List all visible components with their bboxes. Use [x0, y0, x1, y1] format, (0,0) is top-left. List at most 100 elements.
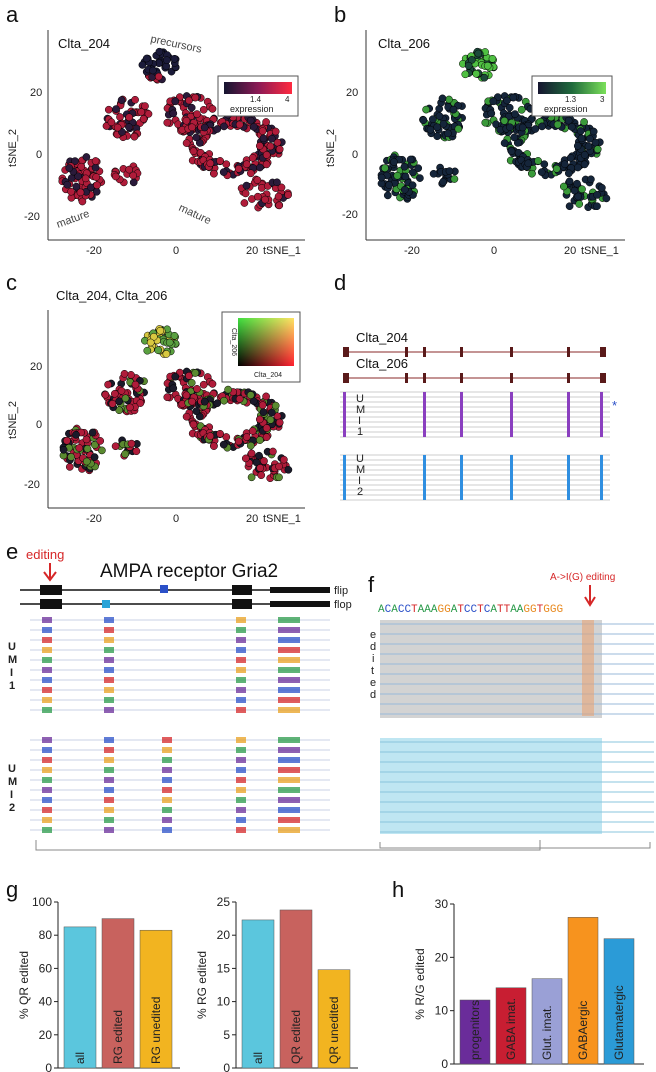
- scatter-point: [262, 160, 271, 169]
- scatter-point: [210, 169, 218, 178]
- scatter-point: [188, 397, 196, 406]
- y-axis-label: % RG edited: [195, 951, 209, 1019]
- sequence-base: G: [444, 604, 451, 616]
- read-block: [236, 697, 246, 703]
- panel-c-xlabel: tSNE_1: [263, 513, 301, 525]
- y-axis-label: % R/G edited: [413, 948, 427, 1019]
- scatter-point: [163, 118, 172, 127]
- scatter-point: [577, 134, 586, 143]
- scatter-point: [240, 199, 249, 207]
- panel-b-ylabel: tSNE_2: [325, 129, 337, 167]
- y-tick-label: 20: [435, 950, 449, 964]
- scatter-point: [390, 158, 398, 166]
- exon-box: [343, 347, 349, 357]
- scatter-point: [565, 202, 574, 211]
- scatter-point: [509, 93, 518, 102]
- edited-reads-bg: [380, 620, 602, 718]
- read-block: [104, 737, 114, 743]
- scatter-point: [242, 160, 251, 169]
- read-block: [278, 647, 300, 653]
- read-block: [278, 767, 300, 773]
- flop-exon: [102, 600, 110, 608]
- scatter-point: [154, 346, 163, 355]
- scatter-point: [259, 134, 268, 143]
- bar-category-label: Glut. imat.: [540, 1005, 554, 1060]
- read-block: [236, 747, 246, 753]
- scatter-point: [137, 108, 146, 116]
- scatter-point: [235, 120, 244, 129]
- y-tick-label: 40: [39, 995, 53, 1009]
- scatter-point: [78, 197, 87, 206]
- scatter-point: [255, 142, 264, 150]
- sequence-base: T: [504, 604, 511, 616]
- read-block: [278, 757, 300, 763]
- panel-f-edited-i: i: [372, 653, 374, 665]
- scatter-point: [280, 455, 288, 464]
- scatter-point: [552, 164, 561, 173]
- panel-b-xtick-20: 20: [564, 245, 576, 257]
- read-block: [236, 707, 246, 713]
- panel-letter-g: g: [6, 877, 18, 902]
- read-block: [236, 637, 246, 643]
- read-block: [42, 767, 52, 773]
- read-block: [104, 757, 114, 763]
- panel-e-umi1-I: I: [10, 667, 13, 679]
- panel-b-ytick-0: 0: [352, 149, 358, 161]
- scatter-point: [117, 386, 126, 395]
- panel-f-edited-d2: d: [370, 689, 376, 701]
- scatter-point: [575, 200, 584, 208]
- scatter-point: [589, 127, 598, 136]
- scatter-point: [126, 403, 134, 412]
- scatter-point: [483, 61, 492, 70]
- bar: [241, 919, 275, 1069]
- read-block: [42, 787, 52, 793]
- scatter-point: [248, 427, 257, 435]
- scatter-point: [63, 180, 72, 189]
- scatter-point: [429, 169, 438, 178]
- scatter-point: [104, 105, 113, 114]
- sequence-base: A: [378, 604, 385, 616]
- sequence-base: A: [451, 604, 458, 616]
- bar-category-label: all: [73, 1052, 87, 1064]
- y-tick-label: 80: [39, 928, 53, 942]
- scatter-point: [112, 105, 120, 113]
- panel-a-xtick-neg20: -20: [86, 245, 102, 257]
- read-block: [42, 747, 52, 753]
- read-block: [278, 677, 300, 683]
- scatter-point: [518, 123, 527, 132]
- scatter-point: [129, 178, 138, 187]
- read-block: [162, 777, 172, 783]
- scatter-point: [553, 120, 562, 129]
- read-exon-purple: [510, 392, 513, 437]
- scatter-point: [171, 97, 180, 106]
- scatter-point: [505, 103, 514, 112]
- sequence-base: A: [418, 604, 425, 616]
- bar: [531, 978, 563, 1065]
- read-exon-purple: [567, 392, 570, 437]
- y-tick-label: 10: [435, 1004, 449, 1018]
- read-block: [104, 687, 114, 693]
- scatter-point: [284, 465, 293, 474]
- scatter-point: [72, 430, 80, 439]
- read-block: [104, 747, 114, 753]
- scatter-point: [580, 160, 589, 169]
- scatter-point: [117, 96, 126, 104]
- y-tick-label: 0: [223, 1061, 230, 1072]
- scatter-point: [506, 123, 514, 132]
- y-axis-label: % QR edited: [17, 951, 31, 1019]
- scatter-point: [574, 192, 583, 201]
- scatter-point: [567, 123, 576, 131]
- scatter-point: [262, 424, 271, 432]
- panel-f-edited-d: d: [370, 641, 376, 653]
- scatter-point: [220, 396, 228, 405]
- scatter-point: [241, 189, 250, 198]
- read-block: [236, 797, 246, 803]
- read-block: [42, 657, 52, 663]
- scatter-point: [249, 397, 258, 406]
- scatter-point: [401, 172, 410, 181]
- scatter-point: [580, 118, 588, 126]
- sequence-base: G: [437, 604, 444, 616]
- panel-f-edited-e2: e: [370, 677, 376, 689]
- read-block: [278, 747, 300, 753]
